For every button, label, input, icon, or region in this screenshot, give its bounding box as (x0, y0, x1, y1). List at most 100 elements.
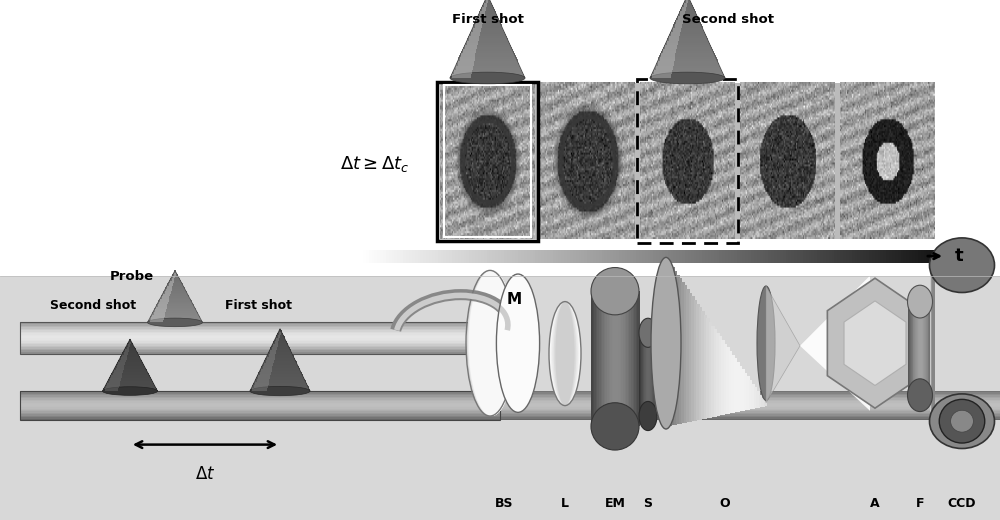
Polygon shape (672, 26, 702, 28)
Polygon shape (158, 304, 167, 307)
Polygon shape (156, 304, 194, 305)
Ellipse shape (467, 270, 514, 416)
Bar (640, 333, 641, 416)
Polygon shape (682, 5, 693, 7)
Bar (363, 250, 367, 263)
Polygon shape (452, 72, 523, 74)
Bar (648, 250, 651, 263)
Bar (564, 250, 568, 263)
Bar (650, 250, 654, 263)
Polygon shape (674, 24, 682, 28)
Polygon shape (124, 352, 128, 355)
Polygon shape (165, 287, 185, 289)
Bar (20, 323, 470, 326)
Ellipse shape (930, 394, 994, 448)
Ellipse shape (549, 302, 581, 406)
Polygon shape (465, 45, 477, 49)
Bar (412, 250, 416, 263)
Polygon shape (166, 289, 172, 291)
Bar (920, 302, 922, 395)
Ellipse shape (467, 270, 513, 416)
Text: BS: BS (495, 497, 513, 510)
Bar (613, 250, 617, 263)
Bar (626, 291, 629, 426)
Bar (455, 250, 459, 263)
Ellipse shape (552, 302, 578, 406)
Polygon shape (665, 45, 677, 49)
Polygon shape (659, 55, 716, 57)
Bar (852, 250, 856, 263)
Bar (498, 250, 502, 263)
Polygon shape (458, 61, 474, 66)
Polygon shape (263, 363, 297, 365)
Polygon shape (107, 383, 120, 386)
Bar (923, 302, 925, 395)
Ellipse shape (148, 318, 202, 327)
Bar (556, 250, 559, 263)
Bar (655, 333, 656, 416)
Polygon shape (258, 372, 302, 374)
Bar (921, 250, 924, 263)
Polygon shape (678, 16, 684, 20)
Bar (618, 291, 621, 426)
Polygon shape (673, 28, 681, 32)
Bar (512, 250, 516, 263)
Polygon shape (658, 59, 718, 61)
Ellipse shape (939, 399, 985, 443)
Polygon shape (105, 388, 118, 391)
Bar (521, 250, 525, 263)
Ellipse shape (551, 302, 579, 406)
Text: $\Delta t \geq \Delta t_c$: $\Delta t \geq \Delta t_c$ (340, 154, 410, 174)
Polygon shape (120, 357, 140, 359)
Bar (872, 250, 876, 263)
Bar (624, 250, 628, 263)
Bar (928, 302, 929, 395)
Polygon shape (268, 354, 275, 357)
Bar (20, 347, 470, 349)
Polygon shape (264, 360, 296, 361)
Ellipse shape (555, 302, 575, 406)
Polygon shape (473, 26, 502, 28)
Polygon shape (111, 375, 122, 378)
Bar (653, 250, 657, 263)
Bar (931, 265, 934, 421)
Ellipse shape (549, 302, 581, 406)
Bar (834, 250, 838, 263)
Polygon shape (126, 345, 134, 347)
Bar (829, 250, 832, 263)
Polygon shape (169, 281, 181, 282)
Bar (20, 328, 470, 330)
Bar (20, 342, 470, 344)
Bar (688, 293, 692, 422)
Ellipse shape (103, 387, 158, 395)
Bar (406, 250, 410, 263)
Bar (576, 250, 580, 263)
Polygon shape (482, 7, 486, 11)
Polygon shape (156, 305, 194, 307)
Polygon shape (266, 360, 274, 363)
Polygon shape (159, 302, 168, 304)
Bar (452, 250, 456, 263)
Polygon shape (479, 11, 496, 14)
Polygon shape (154, 308, 196, 309)
Bar (380, 250, 384, 263)
Bar (780, 250, 784, 263)
Bar (20, 339, 470, 341)
Polygon shape (653, 70, 722, 72)
Bar (701, 311, 705, 419)
Bar (480, 412, 1000, 414)
Polygon shape (657, 61, 718, 63)
Polygon shape (114, 368, 146, 369)
Bar (597, 291, 600, 426)
Polygon shape (271, 346, 289, 347)
Polygon shape (164, 290, 186, 291)
Bar (814, 250, 818, 263)
Bar (20, 334, 470, 336)
Bar (878, 250, 881, 263)
Ellipse shape (496, 274, 540, 412)
Polygon shape (475, 24, 482, 28)
Bar (930, 265, 933, 421)
Polygon shape (458, 59, 518, 61)
Text: Second shot: Second shot (682, 13, 774, 26)
Ellipse shape (467, 270, 515, 416)
